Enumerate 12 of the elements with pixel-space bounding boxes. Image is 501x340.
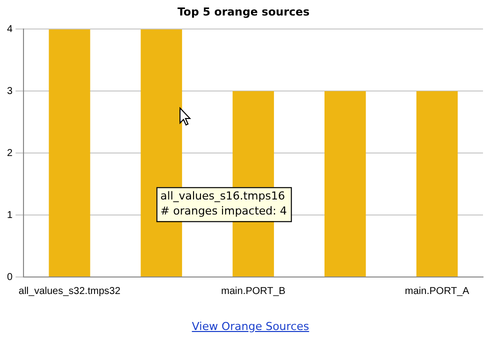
y-tick-label: 1 xyxy=(7,210,13,221)
x-tick-label: all_values_s32.tmps32 xyxy=(18,286,121,297)
y-tick-label: 3 xyxy=(7,86,13,97)
text: View Orange Sources xyxy=(190,320,310,333)
x-tick-label: main.PORT_A xyxy=(404,286,470,297)
y-tick-label: 2 xyxy=(7,148,13,159)
chart-title: Top 5 orange sources xyxy=(177,5,310,18)
annotation: all_values_s16.tmps16 xyxy=(160,190,285,203)
y-tick-label: 0 xyxy=(7,272,13,283)
annotation: # oranges impacted: 4 xyxy=(160,204,287,218)
x-tick-label: main.PORT_B xyxy=(221,286,286,297)
y-tick-label: 4 xyxy=(7,24,13,35)
